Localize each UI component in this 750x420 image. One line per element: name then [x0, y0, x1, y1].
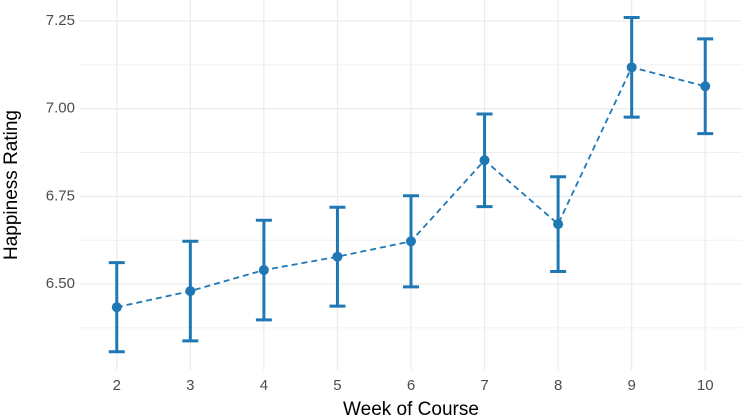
- x-tick-label: 5: [333, 377, 341, 394]
- x-tick-label: 8: [554, 377, 562, 394]
- point: [185, 286, 196, 297]
- point: [479, 155, 490, 166]
- point: [406, 236, 416, 247]
- point: [700, 81, 711, 92]
- x-tick-label: 2: [113, 377, 121, 394]
- y-tick-label: 6.50: [46, 275, 75, 292]
- x-axis-title: Week of Course: [343, 399, 479, 420]
- y-axis-title: Happiness Rating: [1, 110, 22, 260]
- point: [111, 302, 122, 313]
- y-tick-label: 7.25: [46, 12, 75, 29]
- point: [332, 251, 343, 262]
- y-tick-label: 7.00: [46, 100, 75, 117]
- x-tick-label: 10: [697, 377, 714, 394]
- point: [626, 62, 637, 73]
- x-tick-label: 7: [480, 377, 488, 394]
- x-tick-label: 4: [260, 377, 268, 394]
- point: [553, 219, 564, 230]
- y-tick-label: 6.75: [46, 187, 75, 204]
- x-tick-label: 6: [407, 377, 415, 394]
- x-tick-label: 3: [186, 377, 194, 394]
- point: [258, 265, 269, 276]
- x-tick-label: 9: [627, 377, 635, 394]
